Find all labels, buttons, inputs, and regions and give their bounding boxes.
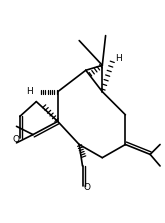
Text: H: H bbox=[115, 54, 122, 63]
Text: O: O bbox=[84, 183, 91, 192]
Text: O: O bbox=[12, 135, 19, 144]
Text: H: H bbox=[26, 87, 33, 96]
